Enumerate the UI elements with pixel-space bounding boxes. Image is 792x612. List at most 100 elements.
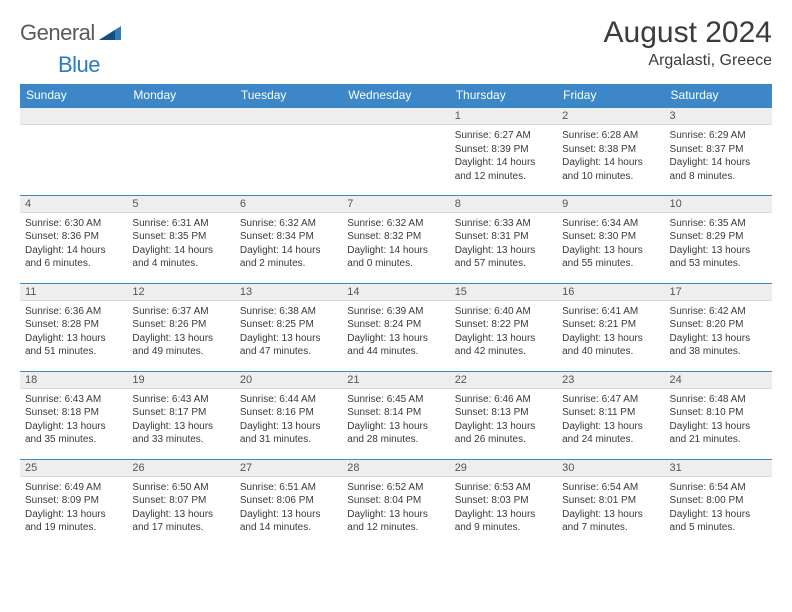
daylight-text: Daylight: 14 hours and 6 minutes. — [25, 244, 122, 271]
day-number: 4 — [20, 196, 127, 213]
sunrise-text: Sunrise: 6:51 AM — [240, 481, 337, 495]
daylight-text: Daylight: 13 hours and 40 minutes. — [562, 332, 659, 359]
sunset-text: Sunset: 8:07 PM — [132, 494, 229, 508]
calendar-cell: 6Sunrise: 6:32 AMSunset: 8:34 PMDaylight… — [235, 195, 342, 283]
sunset-text: Sunset: 8:16 PM — [240, 406, 337, 420]
day-number: 19 — [127, 372, 234, 389]
calendar-cell: 1Sunrise: 6:27 AMSunset: 8:39 PMDaylight… — [450, 107, 557, 195]
sunrise-text: Sunrise: 6:39 AM — [347, 305, 444, 319]
day-number — [235, 108, 342, 125]
calendar-row: 1Sunrise: 6:27 AMSunset: 8:39 PMDaylight… — [20, 107, 772, 195]
day-number: 22 — [450, 372, 557, 389]
sunset-text: Sunset: 8:28 PM — [25, 318, 122, 332]
calendar-cell — [235, 107, 342, 195]
calendar-cell: 18Sunrise: 6:43 AMSunset: 8:18 PMDayligh… — [20, 371, 127, 459]
calendar-cell: 17Sunrise: 6:42 AMSunset: 8:20 PMDayligh… — [665, 283, 772, 371]
logo-text-1: General — [20, 20, 95, 46]
calendar-cell: 28Sunrise: 6:52 AMSunset: 8:04 PMDayligh… — [342, 459, 449, 547]
daylight-text: Daylight: 13 hours and 42 minutes. — [455, 332, 552, 359]
day-number: 12 — [127, 284, 234, 301]
sunrise-text: Sunrise: 6:52 AM — [347, 481, 444, 495]
day-number: 31 — [665, 460, 772, 477]
day-number: 9 — [557, 196, 664, 213]
day-detail: Sunrise: 6:47 AMSunset: 8:11 PMDaylight:… — [557, 389, 664, 451]
calendar-cell: 11Sunrise: 6:36 AMSunset: 8:28 PMDayligh… — [20, 283, 127, 371]
daylight-text: Daylight: 13 hours and 53 minutes. — [670, 244, 767, 271]
sunset-text: Sunset: 8:37 PM — [670, 143, 767, 157]
day-number: 14 — [342, 284, 449, 301]
daylight-text: Daylight: 13 hours and 44 minutes. — [347, 332, 444, 359]
day-detail: Sunrise: 6:29 AMSunset: 8:37 PMDaylight:… — [665, 125, 772, 187]
sunrise-text: Sunrise: 6:32 AM — [347, 217, 444, 231]
sunrise-text: Sunrise: 6:41 AM — [562, 305, 659, 319]
day-detail: Sunrise: 6:39 AMSunset: 8:24 PMDaylight:… — [342, 301, 449, 363]
day-number: 6 — [235, 196, 342, 213]
daylight-text: Daylight: 13 hours and 12 minutes. — [347, 508, 444, 535]
sunrise-text: Sunrise: 6:37 AM — [132, 305, 229, 319]
calendar-row: 4Sunrise: 6:30 AMSunset: 8:36 PMDaylight… — [20, 195, 772, 283]
day-number: 25 — [20, 460, 127, 477]
day-detail — [235, 125, 342, 133]
day-number: 27 — [235, 460, 342, 477]
dayhead-fri: Friday — [557, 84, 664, 107]
sunrise-text: Sunrise: 6:36 AM — [25, 305, 122, 319]
sunset-text: Sunset: 8:06 PM — [240, 494, 337, 508]
calendar-cell: 22Sunrise: 6:46 AMSunset: 8:13 PMDayligh… — [450, 371, 557, 459]
calendar-cell: 31Sunrise: 6:54 AMSunset: 8:00 PMDayligh… — [665, 459, 772, 547]
day-number — [342, 108, 449, 125]
sunset-text: Sunset: 8:36 PM — [25, 230, 122, 244]
sunset-text: Sunset: 8:38 PM — [562, 143, 659, 157]
day-detail: Sunrise: 6:33 AMSunset: 8:31 PMDaylight:… — [450, 213, 557, 275]
daylight-text: Daylight: 13 hours and 7 minutes. — [562, 508, 659, 535]
sunset-text: Sunset: 8:31 PM — [455, 230, 552, 244]
day-detail: Sunrise: 6:49 AMSunset: 8:09 PMDaylight:… — [20, 477, 127, 539]
sunset-text: Sunset: 8:17 PM — [132, 406, 229, 420]
calendar-cell: 12Sunrise: 6:37 AMSunset: 8:26 PMDayligh… — [127, 283, 234, 371]
day-detail — [127, 125, 234, 133]
daylight-text: Daylight: 13 hours and 9 minutes. — [455, 508, 552, 535]
location-label: Argalasti, Greece — [604, 52, 772, 70]
sunrise-text: Sunrise: 6:30 AM — [25, 217, 122, 231]
calendar-cell: 3Sunrise: 6:29 AMSunset: 8:37 PMDaylight… — [665, 107, 772, 195]
day-number: 15 — [450, 284, 557, 301]
daylight-text: Daylight: 13 hours and 14 minutes. — [240, 508, 337, 535]
daylight-text: Daylight: 13 hours and 5 minutes. — [670, 508, 767, 535]
day-detail — [20, 125, 127, 133]
sunrise-text: Sunrise: 6:53 AM — [455, 481, 552, 495]
day-number: 30 — [557, 460, 664, 477]
day-number: 20 — [235, 372, 342, 389]
logo-triangle-icon — [99, 24, 121, 45]
day-detail: Sunrise: 6:43 AMSunset: 8:17 PMDaylight:… — [127, 389, 234, 451]
day-detail: Sunrise: 6:34 AMSunset: 8:30 PMDaylight:… — [557, 213, 664, 275]
day-detail: Sunrise: 6:45 AMSunset: 8:14 PMDaylight:… — [342, 389, 449, 451]
calendar-cell: 16Sunrise: 6:41 AMSunset: 8:21 PMDayligh… — [557, 283, 664, 371]
calendar-cell: 7Sunrise: 6:32 AMSunset: 8:32 PMDaylight… — [342, 195, 449, 283]
month-title: August 2024 — [604, 16, 772, 50]
daylight-text: Daylight: 13 hours and 51 minutes. — [25, 332, 122, 359]
day-number: 1 — [450, 108, 557, 125]
dayhead-sun: Sunday — [20, 84, 127, 107]
sunrise-text: Sunrise: 6:32 AM — [240, 217, 337, 231]
sunset-text: Sunset: 8:32 PM — [347, 230, 444, 244]
day-detail: Sunrise: 6:36 AMSunset: 8:28 PMDaylight:… — [20, 301, 127, 363]
day-detail: Sunrise: 6:53 AMSunset: 8:03 PMDaylight:… — [450, 477, 557, 539]
day-number: 26 — [127, 460, 234, 477]
daylight-text: Daylight: 14 hours and 2 minutes. — [240, 244, 337, 271]
title-block: August 2024 Argalasti, Greece — [604, 16, 772, 70]
day-detail: Sunrise: 6:46 AMSunset: 8:13 PMDaylight:… — [450, 389, 557, 451]
dayhead-tue: Tuesday — [235, 84, 342, 107]
sunrise-text: Sunrise: 6:29 AM — [670, 129, 767, 143]
sunrise-text: Sunrise: 6:48 AM — [670, 393, 767, 407]
calendar-cell: 13Sunrise: 6:38 AMSunset: 8:25 PMDayligh… — [235, 283, 342, 371]
calendar-cell: 2Sunrise: 6:28 AMSunset: 8:38 PMDaylight… — [557, 107, 664, 195]
calendar-head: Sunday Monday Tuesday Wednesday Thursday… — [20, 84, 772, 107]
day-number: 17 — [665, 284, 772, 301]
daylight-text: Daylight: 14 hours and 8 minutes. — [670, 156, 767, 183]
calendar-cell: 15Sunrise: 6:40 AMSunset: 8:22 PMDayligh… — [450, 283, 557, 371]
day-detail: Sunrise: 6:52 AMSunset: 8:04 PMDaylight:… — [342, 477, 449, 539]
sunset-text: Sunset: 8:39 PM — [455, 143, 552, 157]
day-detail: Sunrise: 6:42 AMSunset: 8:20 PMDaylight:… — [665, 301, 772, 363]
calendar-row: 25Sunrise: 6:49 AMSunset: 8:09 PMDayligh… — [20, 459, 772, 547]
sunrise-text: Sunrise: 6:42 AM — [670, 305, 767, 319]
sunrise-text: Sunrise: 6:35 AM — [670, 217, 767, 231]
